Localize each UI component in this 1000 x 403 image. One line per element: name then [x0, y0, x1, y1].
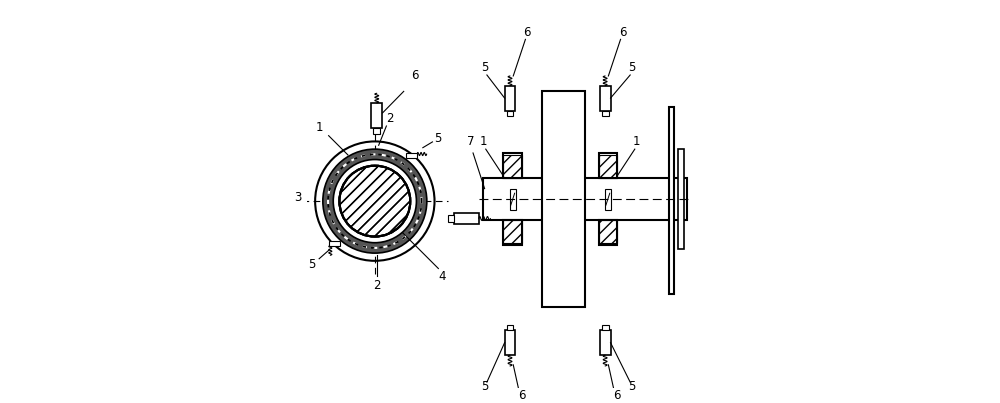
Bar	[448, 215, 454, 222]
Bar	[406, 153, 417, 158]
Text: 6: 6	[412, 69, 419, 83]
Bar	[602, 325, 609, 330]
Bar	[599, 220, 617, 245]
Text: 1: 1	[480, 135, 488, 148]
Bar	[542, 91, 585, 307]
Text: 2: 2	[386, 112, 394, 125]
Text: 4: 4	[438, 270, 446, 283]
Bar	[599, 220, 617, 243]
Text: 1: 1	[315, 121, 323, 135]
Bar	[510, 189, 516, 210]
Text: 5: 5	[435, 131, 442, 145]
Text: 1: 1	[633, 135, 640, 148]
Circle shape	[323, 149, 427, 253]
Text: 3: 3	[294, 191, 301, 204]
Bar	[600, 85, 611, 110]
Text: 2: 2	[373, 279, 381, 292]
Circle shape	[333, 160, 416, 243]
Text: 6: 6	[518, 389, 525, 403]
Bar	[371, 103, 382, 128]
Text: 5: 5	[481, 61, 489, 74]
Text: 6: 6	[619, 25, 626, 39]
Bar	[505, 85, 515, 110]
Bar	[602, 110, 609, 116]
Bar	[373, 128, 380, 134]
Bar	[599, 155, 617, 178]
Text: 7: 7	[467, 135, 475, 148]
Bar	[599, 153, 617, 178]
Bar	[503, 220, 522, 245]
Bar	[507, 325, 513, 330]
Bar	[503, 153, 522, 178]
Bar	[678, 149, 684, 249]
Bar	[329, 241, 340, 246]
Text: 5: 5	[481, 380, 489, 393]
Bar	[600, 330, 611, 355]
Bar	[503, 220, 522, 243]
Text: 6: 6	[524, 25, 531, 39]
Bar	[605, 189, 611, 210]
Bar	[505, 330, 515, 355]
Text: 6: 6	[613, 389, 620, 403]
Bar	[454, 213, 479, 224]
Bar	[669, 107, 674, 293]
Bar	[503, 155, 522, 178]
Bar	[483, 178, 687, 220]
Text: 5: 5	[628, 61, 636, 74]
Text: 5: 5	[628, 380, 636, 393]
Circle shape	[339, 166, 410, 237]
Text: 5: 5	[308, 258, 315, 271]
Bar	[507, 110, 513, 116]
